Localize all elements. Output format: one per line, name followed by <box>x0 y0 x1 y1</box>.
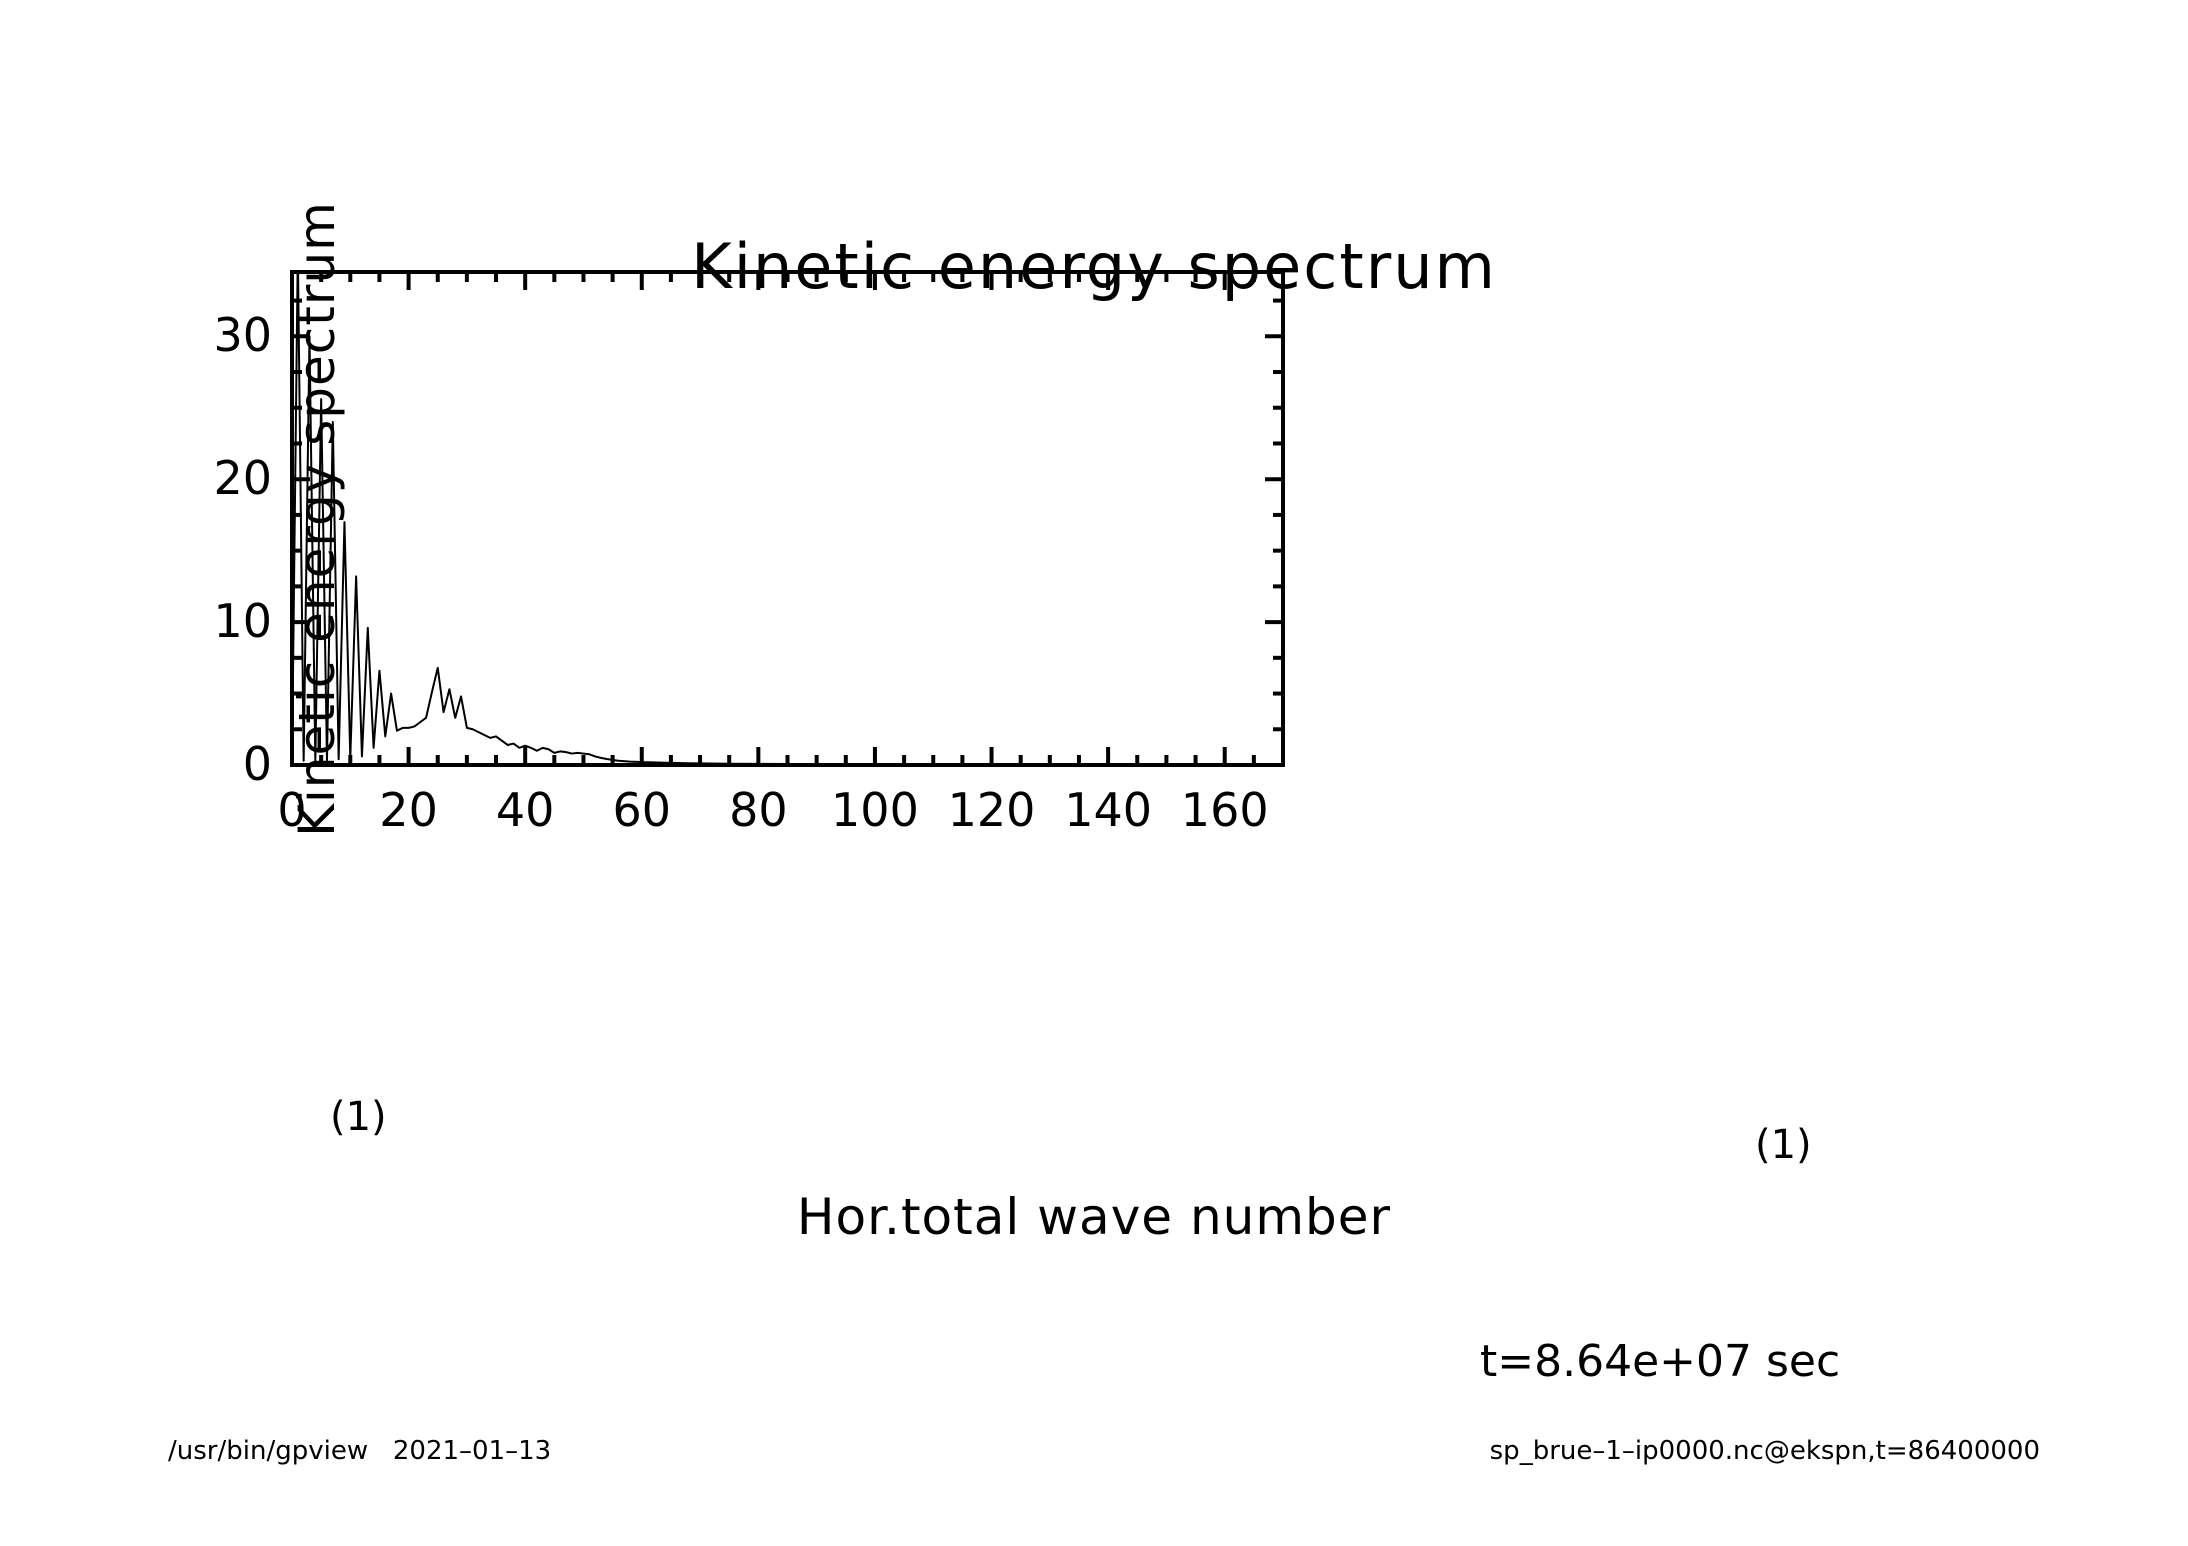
x-tick-label: 140 <box>1064 783 1153 837</box>
x-tick-label: 0 <box>277 783 307 837</box>
y-tick-label: 0 <box>242 737 272 791</box>
y-tick-label: 10 <box>213 594 272 649</box>
x-tick-label: 160 <box>1180 783 1269 837</box>
x-tick-label: 40 <box>495 783 555 837</box>
x-tick-label: 60 <box>612 783 672 837</box>
x-tick-label: 120 <box>947 783 1036 837</box>
y-tick-label: 20 <box>213 451 272 506</box>
x-axis-unit-right: (1) <box>1755 1122 1812 1168</box>
time-annotation: t=8.64e+07 sec <box>1480 1336 1841 1387</box>
x-axis-title: Hor.total wave number <box>796 1188 1392 1246</box>
x-tick-label: 80 <box>729 783 788 837</box>
x-tick-label: 100 <box>831 783 919 837</box>
data-series-line <box>292 272 1283 765</box>
x-tick-label: 20 <box>379 783 438 837</box>
x-axis-unit-left: (1) <box>330 1094 387 1140</box>
y-tick-label: 30 <box>213 308 272 363</box>
footer-left-text: /usr/bin/gpview 2021–01–13 <box>168 1436 552 1466</box>
chart-title: Kinetic energy spectrum <box>691 230 1497 303</box>
footer-right-text: sp_brue–1–ip0000.nc@ekspn,t=86400000 <box>1489 1436 2040 1466</box>
